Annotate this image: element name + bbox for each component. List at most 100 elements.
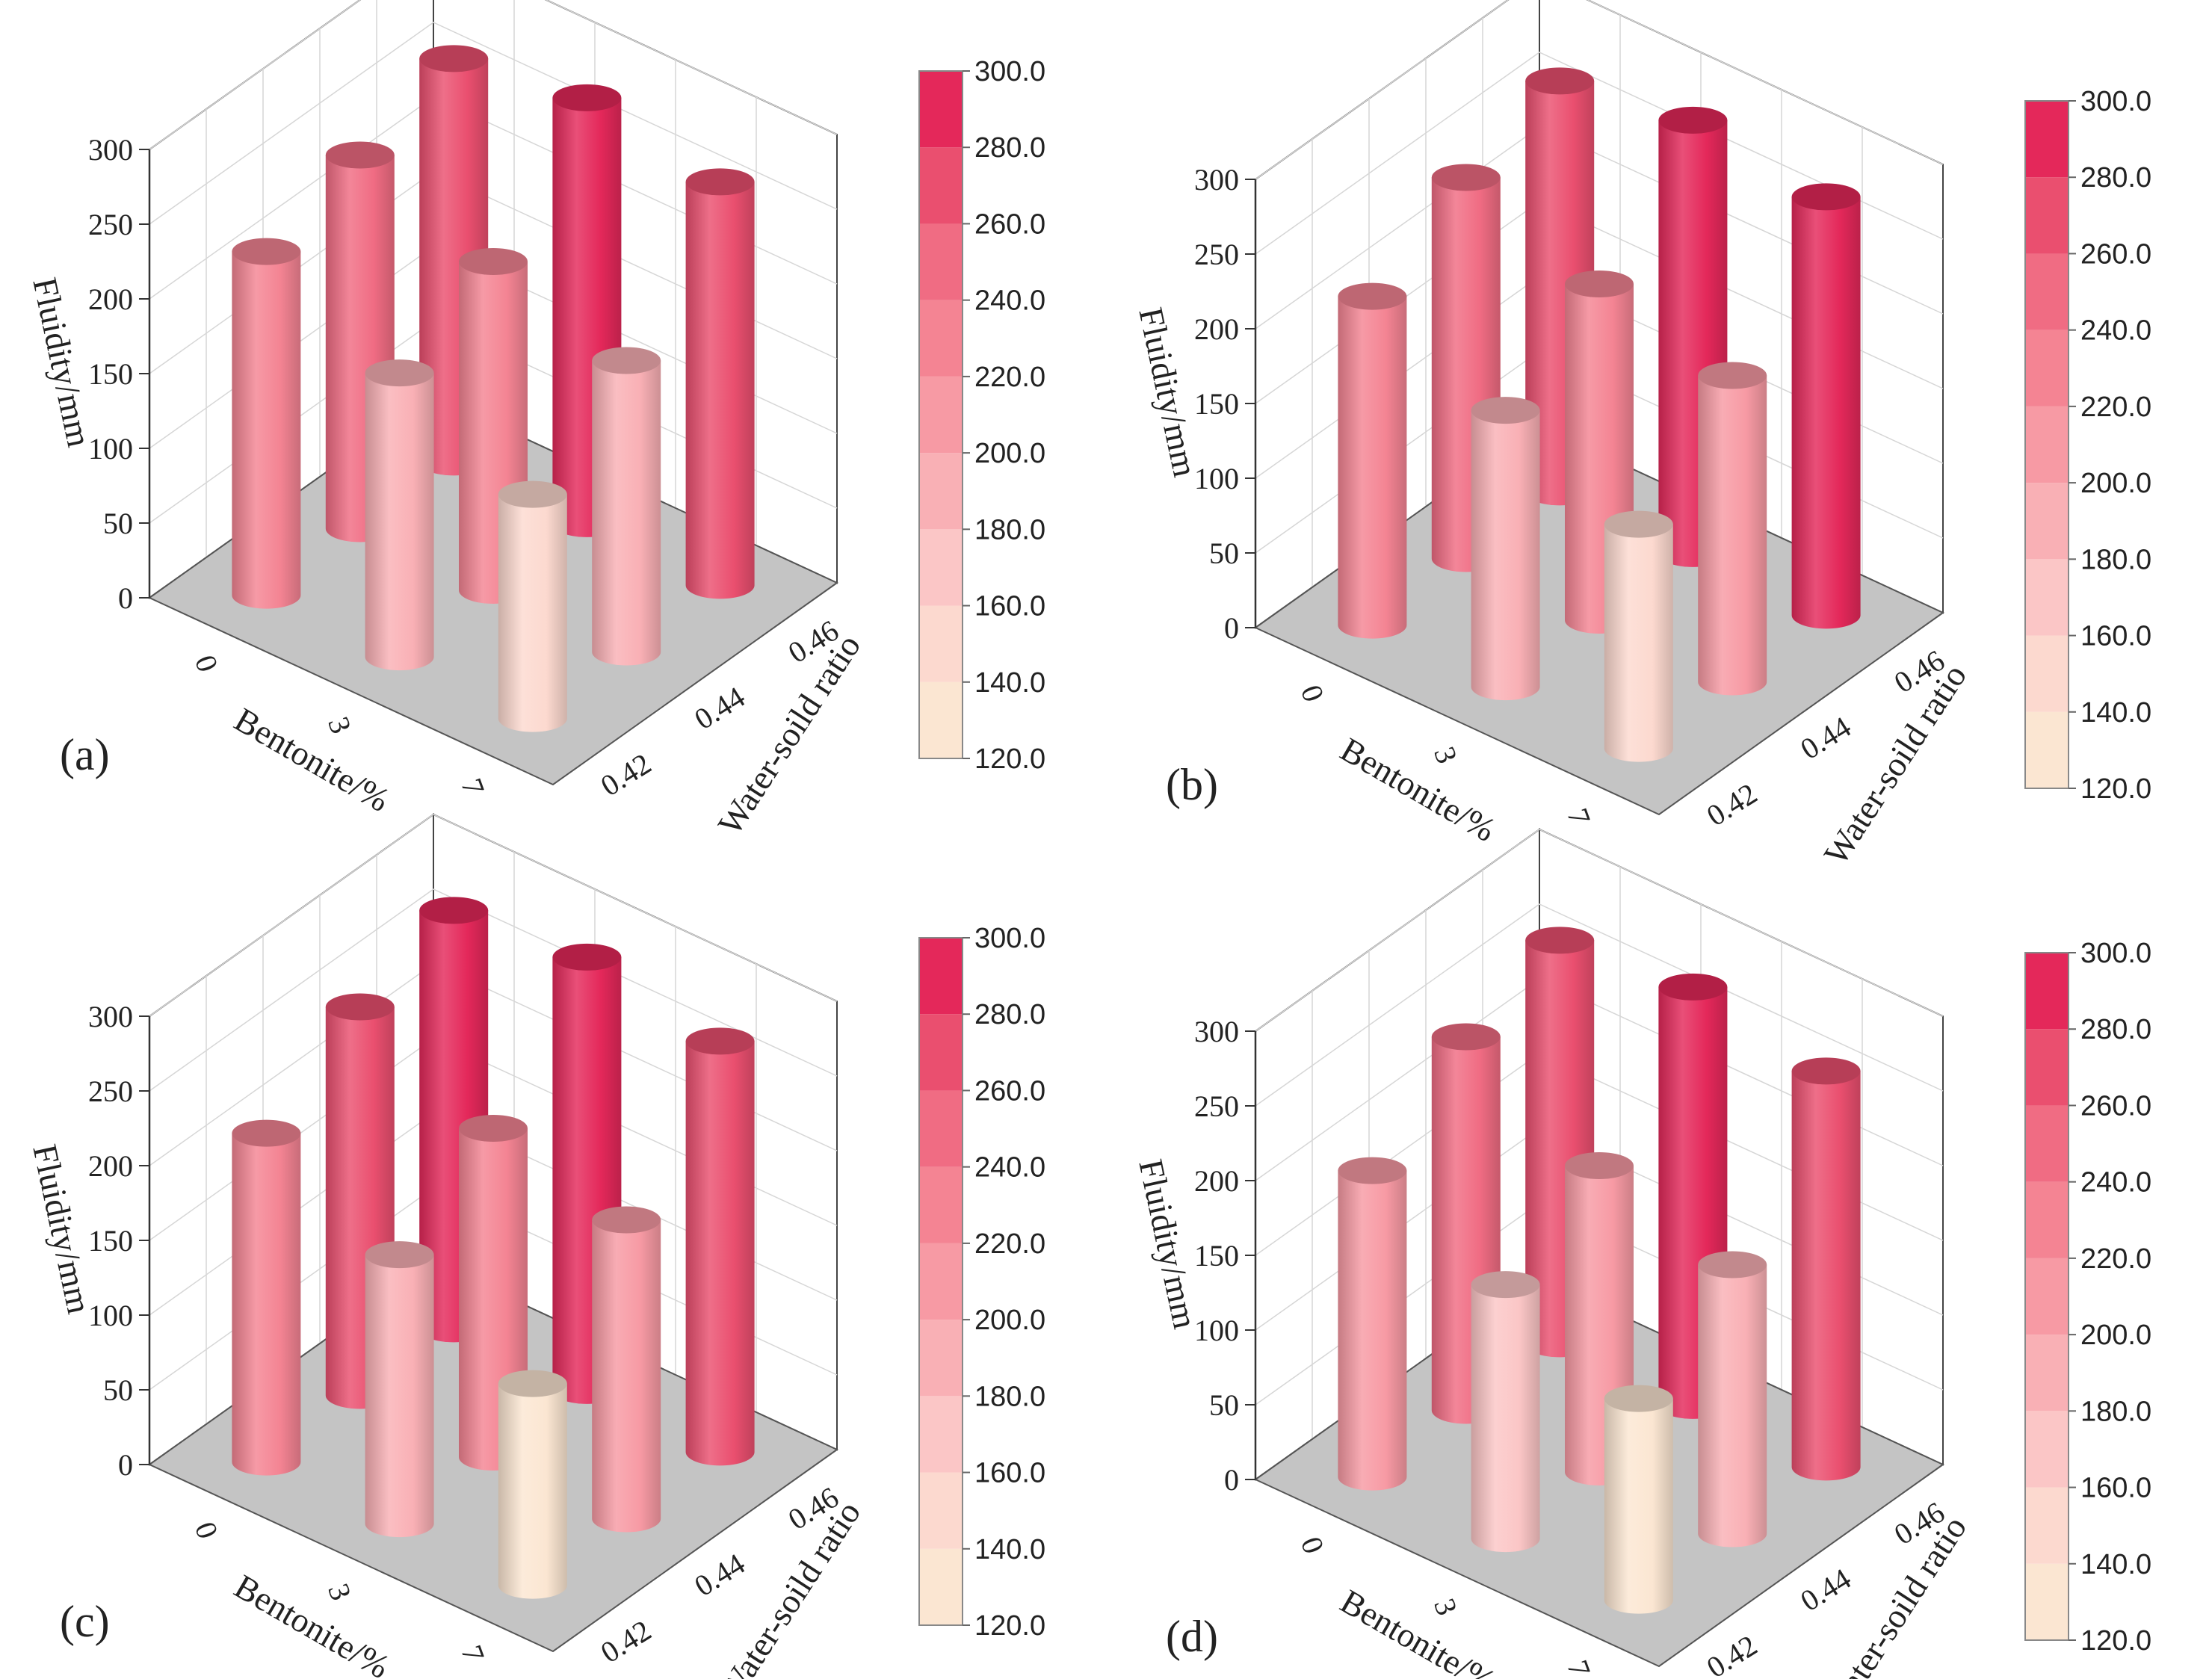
x-axis-title: Bentonite/% [1334, 730, 1502, 849]
bar-top [232, 238, 301, 265]
colorbar: 120.0 140.0 160.0 180.0 200.0 220.0 240.0 260.0… [918, 56, 1045, 775]
bar-7-0.42 [498, 1370, 567, 1599]
z-tick-label: 250 [88, 208, 133, 241]
colorbar-tick-label: 280.0 [974, 132, 1045, 164]
gridline [1255, 52, 1944, 255]
colorbar-band [2025, 483, 2069, 560]
bar-0-0.42 [1338, 1157, 1407, 1491]
y-tick-label: 0.44 [1794, 710, 1856, 766]
z-tick-label: 300 [1194, 1015, 1239, 1048]
y-axis-title: Water-soild ratio [1817, 658, 1974, 871]
y-tick-label: 0.42 [595, 746, 657, 803]
colorbar-tick-label: 180.0 [974, 514, 1045, 545]
colorbar-tick-label: 260.0 [2080, 238, 2151, 270]
bar-7-0.46 [1791, 183, 1861, 629]
colorbar-band [919, 453, 963, 530]
colorbar-tick-label: 300.0 [974, 56, 1045, 87]
bar-top [592, 347, 661, 374]
x-tick-label: 3 [1427, 742, 1464, 767]
colorbar-band [919, 681, 963, 758]
z-tick-label: 100 [88, 1299, 133, 1332]
gridline [149, 814, 838, 1017]
bar-top [685, 1027, 755, 1055]
z-tick-label: 0 [118, 581, 133, 615]
colorbar-band [2025, 953, 2069, 1030]
colorbar-band [919, 147, 963, 224]
colorbar-band [2025, 1181, 2069, 1258]
bar-body [1471, 410, 1540, 701]
colorbar-band [919, 1472, 963, 1549]
bar-top [1604, 1385, 1673, 1412]
bar-body [232, 251, 301, 609]
bar-top [498, 1370, 567, 1397]
colorbar-frame [2024, 952, 2069, 1641]
colorbar-band [919, 1396, 963, 1473]
colorbar-band [919, 1320, 963, 1397]
panel-label: (a) [60, 730, 110, 779]
bar-3-0.42 [1471, 1271, 1540, 1553]
x-tick-label: 7 [454, 774, 491, 800]
bar-top [1565, 1152, 1634, 1179]
colorbar-tick-label: 240.0 [2080, 1167, 2151, 1199]
gridline [1255, 0, 1944, 180]
z-tick-label: 50 [103, 507, 133, 540]
colorbar-band [2025, 253, 2069, 330]
colorbar-tick-label: 180.0 [2080, 1396, 2151, 1427]
z-tick-label: 0 [1224, 1463, 1239, 1497]
bar-top [1658, 973, 1728, 1001]
bar-top [232, 1119, 301, 1147]
z-tick-label: 250 [1194, 1089, 1239, 1123]
x-axis-title: Bentonite/% [228, 700, 396, 819]
bar-top [685, 168, 755, 196]
bar-7-0.44 [1698, 362, 1767, 696]
bar-top [1431, 164, 1501, 191]
colorbar-band [919, 938, 963, 1015]
colorbar-tick-label: 280.0 [2080, 162, 2151, 194]
bar-0-0.42 [232, 1119, 301, 1476]
z-tick-label: 100 [1194, 1314, 1239, 1347]
z-tick-label: 300 [88, 133, 133, 167]
panel-label: (b) [1166, 760, 1218, 809]
y-tick-label: 0.44 [1794, 1562, 1856, 1618]
colorbar-tick-label: 300.0 [974, 923, 1045, 954]
bar-top [1658, 106, 1728, 134]
x-tick-label: 3 [1427, 1594, 1464, 1619]
z-tick-label: 250 [1194, 238, 1239, 271]
colorbar-tick-label: 300.0 [2080, 938, 2151, 969]
colorbar-tick-label: 280.0 [2080, 1014, 2151, 1045]
colorbar-tick-label: 120.0 [2080, 773, 2151, 805]
x-axis-title: Bentonite/% [228, 1567, 396, 1679]
colorbar-tick-label: 220.0 [2080, 392, 2151, 423]
bar-body [232, 1133, 301, 1476]
bar-body [1604, 524, 1673, 762]
bar-top [365, 1241, 434, 1269]
colorbar-tick-label: 200.0 [2080, 1320, 2151, 1351]
bar-top [1338, 282, 1407, 310]
bar-top [1698, 1251, 1767, 1278]
x-axis-title: Bentonite/% [1334, 1582, 1502, 1679]
bar-top [1338, 1157, 1407, 1184]
bar-body [1604, 1398, 1673, 1614]
gridline [149, 0, 838, 150]
bar-top [1791, 1057, 1861, 1085]
colorbar: 120.0 140.0 160.0 180.0 200.0 220.0 240.0 260.0… [918, 923, 1045, 1642]
z-tick-label: 200 [1194, 1164, 1239, 1198]
x-tick-label: 0 [1294, 681, 1331, 706]
y-tick-label: 0.42 [1701, 1628, 1763, 1679]
bar-top [1471, 397, 1540, 424]
gridline [1255, 903, 1944, 1107]
z-tick-label: 0 [1224, 611, 1239, 645]
x-tick-label: 7 [1560, 1656, 1597, 1679]
bar-7-0.42 [1604, 1385, 1673, 1614]
z-tick-label: 50 [1209, 1388, 1239, 1422]
colorbar-band [919, 1243, 963, 1320]
bar-top [552, 943, 622, 971]
bar-top [325, 993, 395, 1021]
colorbar-band [919, 1548, 963, 1625]
colorbar-tick-label: 280.0 [974, 999, 1045, 1030]
bar-body [1338, 1170, 1407, 1491]
colorbar-tick-label: 120.0 [974, 743, 1045, 775]
bar-top [1565, 270, 1634, 297]
z-tick-label: 150 [88, 357, 133, 391]
colorbar-tick-label: 160.0 [974, 591, 1045, 622]
